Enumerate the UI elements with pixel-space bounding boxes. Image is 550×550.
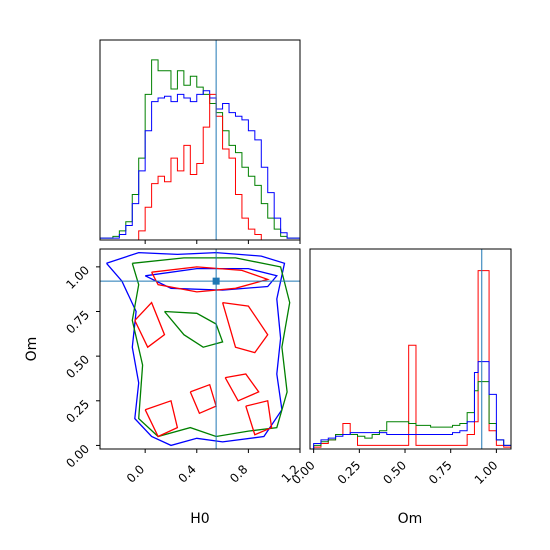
contour-frame — [99, 248, 301, 450]
x-axis-label-om: Om — [398, 511, 423, 527]
sc-xtick-label-1: 0.4 — [175, 462, 198, 485]
om-xtick-label-2: 0.50 — [380, 458, 409, 487]
h0-hist-blue — [100, 90, 300, 240]
om-xtick-label-4: 1.00 — [472, 458, 501, 487]
h0-histogram-panel — [99, 39, 301, 244]
sc-xtick-label-0: 0.0 — [124, 462, 147, 485]
om-xtick-label-3: 0.75 — [426, 458, 455, 487]
contour-blue-1 — [144, 267, 278, 291]
om-xtick-label-1: 0.25 — [335, 458, 364, 487]
sc-xtick-label-2: 0.8 — [227, 462, 250, 485]
sc-ytick-label-0: 0.00 — [63, 442, 92, 471]
contour-blue-0 — [106, 251, 286, 447]
x-axis-label-h0: H0 — [190, 511, 209, 527]
contour-red-8 — [224, 373, 260, 402]
h0-om-contour-panel: 0.0 0.4 0.8 1.20.000.250.500.751.00 H0 Om — [24, 248, 302, 527]
contour-green-3 — [164, 310, 224, 348]
contour-red-9 — [144, 399, 179, 438]
truth-marker — [212, 277, 220, 285]
sc-ytick-label-3: 0.75 — [63, 308, 92, 337]
contour-red-6 — [221, 301, 269, 354]
sc-ytick-label-2: 0.50 — [63, 352, 92, 381]
h0-hist-green — [100, 59, 300, 240]
h0-hist-red — [100, 93, 300, 240]
sc-ytick-label-4: 1.00 — [63, 263, 92, 292]
contour-red-7 — [189, 383, 217, 415]
contour-green-2 — [131, 257, 291, 438]
contour-red-4 — [151, 266, 270, 293]
om-xtick-label-0: 0.00 — [289, 458, 318, 487]
om-hist-blue — [313, 361, 511, 449]
y-axis-label-om: Om — [24, 337, 40, 362]
contour-red-10 — [245, 400, 273, 436]
om-histogram-panel: 0.00 0.25 0.50 0.75 1.00 Om — [289, 248, 512, 527]
h0-histogram-frame — [99, 39, 301, 241]
om-histogram-frame — [309, 248, 512, 450]
sc-ytick-label-1: 0.25 — [63, 397, 92, 426]
contour-red-5 — [134, 301, 166, 349]
